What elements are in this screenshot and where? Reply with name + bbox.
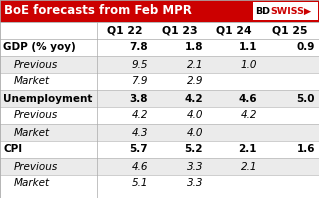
- Bar: [0, 0, 319, 22]
- Text: 7.8: 7.8: [130, 43, 148, 52]
- Bar: [0, 175, 319, 192]
- Text: Previous: Previous: [14, 60, 58, 69]
- Text: 3.8: 3.8: [130, 93, 148, 104]
- Text: BoE forecasts from Feb MPR: BoE forecasts from Feb MPR: [4, 5, 192, 17]
- Text: 5.0: 5.0: [296, 93, 315, 104]
- Bar: [0, 124, 319, 141]
- Text: 4.6: 4.6: [131, 162, 148, 171]
- Bar: [0, 73, 319, 90]
- Text: Market: Market: [14, 179, 50, 188]
- Text: 4.2: 4.2: [131, 110, 148, 121]
- Text: Previous: Previous: [14, 110, 58, 121]
- Text: 4.6: 4.6: [238, 93, 257, 104]
- Text: Previous: Previous: [14, 162, 58, 171]
- Text: Q1 23: Q1 23: [162, 26, 197, 35]
- Text: BD: BD: [255, 7, 270, 15]
- Text: GDP (% yoy): GDP (% yoy): [3, 43, 76, 52]
- Bar: [0, 141, 319, 158]
- Text: Q1 25: Q1 25: [272, 26, 308, 35]
- Text: 9.5: 9.5: [131, 60, 148, 69]
- Bar: [0, 39, 319, 56]
- Text: Q1 22: Q1 22: [107, 26, 142, 35]
- Text: 2.1: 2.1: [239, 145, 257, 154]
- Text: 4.0: 4.0: [187, 128, 203, 137]
- Text: 5.2: 5.2: [184, 145, 203, 154]
- Text: Unemployment: Unemployment: [3, 93, 93, 104]
- Bar: [0, 22, 319, 39]
- Text: 1.1: 1.1: [239, 43, 257, 52]
- Text: 5.1: 5.1: [131, 179, 148, 188]
- Text: 1.6: 1.6: [296, 145, 315, 154]
- Text: Q1 24: Q1 24: [216, 26, 252, 35]
- Bar: [0, 107, 319, 124]
- Text: 7.9: 7.9: [131, 76, 148, 87]
- Text: 4.3: 4.3: [131, 128, 148, 137]
- Text: 2.1: 2.1: [241, 162, 257, 171]
- Text: Market: Market: [14, 76, 50, 87]
- Text: 3.3: 3.3: [187, 162, 203, 171]
- Text: 4.2: 4.2: [184, 93, 203, 104]
- Bar: [0, 90, 319, 107]
- Text: SWISS▶: SWISS▶: [270, 7, 311, 15]
- Text: 4.0: 4.0: [187, 110, 203, 121]
- Text: 0.9: 0.9: [297, 43, 315, 52]
- Text: Market: Market: [14, 128, 50, 137]
- Text: 3.3: 3.3: [187, 179, 203, 188]
- Text: 2.9: 2.9: [187, 76, 203, 87]
- Text: 2.1: 2.1: [187, 60, 203, 69]
- Text: 4.2: 4.2: [241, 110, 257, 121]
- Bar: [0, 158, 319, 175]
- Bar: [253, 2, 318, 20]
- Text: CPI: CPI: [3, 145, 22, 154]
- Bar: [0, 56, 319, 73]
- Text: 1.0: 1.0: [241, 60, 257, 69]
- Text: 5.7: 5.7: [130, 145, 148, 154]
- Text: 1.8: 1.8: [184, 43, 203, 52]
